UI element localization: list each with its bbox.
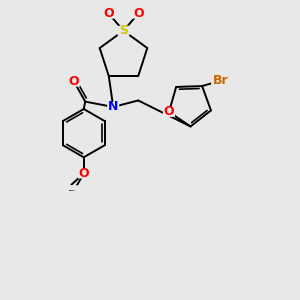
FancyBboxPatch shape — [68, 76, 80, 87]
FancyBboxPatch shape — [103, 9, 115, 19]
FancyBboxPatch shape — [163, 107, 175, 117]
Text: O: O — [69, 75, 80, 88]
Text: O: O — [78, 167, 89, 180]
FancyBboxPatch shape — [47, 185, 98, 195]
Text: Br: Br — [212, 74, 228, 87]
FancyBboxPatch shape — [211, 76, 230, 86]
FancyBboxPatch shape — [107, 102, 119, 112]
FancyBboxPatch shape — [132, 9, 144, 19]
Text: O: O — [164, 105, 174, 119]
FancyBboxPatch shape — [78, 169, 90, 178]
Text: O: O — [103, 7, 114, 20]
Text: N: N — [108, 100, 119, 113]
Text: O: O — [133, 7, 143, 20]
Text: methoxy: methoxy — [69, 190, 76, 191]
FancyBboxPatch shape — [118, 26, 130, 36]
Text: S: S — [119, 24, 128, 37]
